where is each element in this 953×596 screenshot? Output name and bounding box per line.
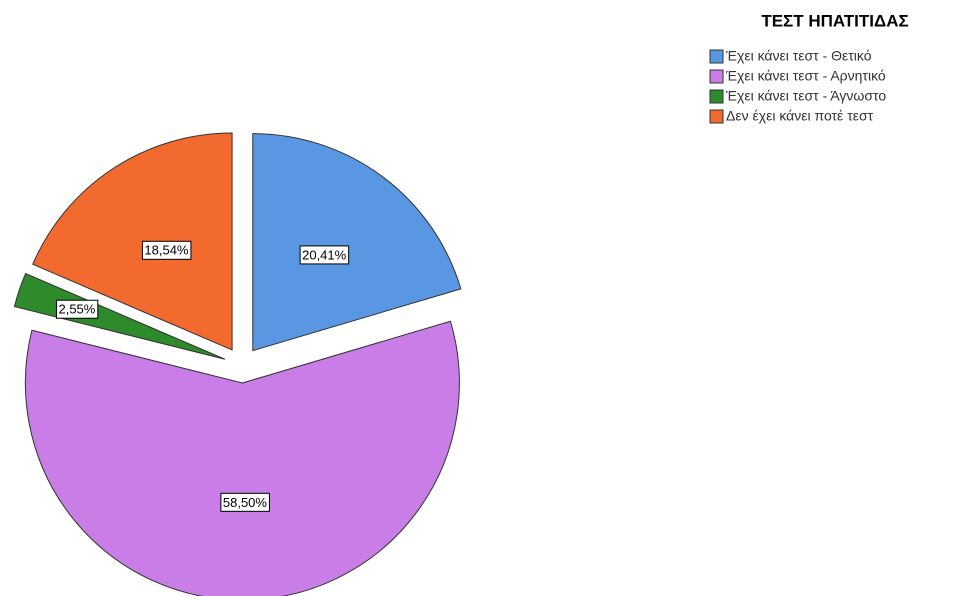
legend-label: Έχει κάνει τεστ - Άγνωστο [725, 88, 886, 104]
data-label-box [55, 299, 99, 319]
legend-label: Έχει κάνει τεστ - Θετικό [725, 48, 872, 64]
pie-slice [24, 320, 460, 596]
data-label: 18,54% [141, 240, 192, 260]
pie-slice [252, 133, 462, 352]
legend-swatch [709, 109, 724, 124]
data-label: 58,50% [220, 492, 270, 512]
legend-label: Δεν έχει κάνει ποτέ τεστ [726, 108, 874, 124]
data-label: 20,41% [299, 245, 350, 265]
legend-swatch [709, 49, 724, 64]
data-label-text: 2,55% [58, 302, 95, 317]
data-label-box [220, 492, 270, 512]
pie-slice [32, 132, 233, 351]
data-label-text: 20,41% [302, 247, 347, 262]
pie-slice [13, 272, 226, 360]
data-label-box [299, 245, 350, 265]
legend-swatch [709, 89, 724, 104]
data-label-box [141, 240, 192, 260]
data-label-text: 18,54% [144, 243, 189, 258]
legend-title: ΤΕΣΤ ΗΠΑΤΙΤΙΔΑΣ [761, 11, 908, 30]
legend-label: Έχει κάνει τεστ - Αρνητικό [725, 68, 886, 84]
legend-swatch [709, 69, 724, 84]
data-label: 2,55% [55, 299, 99, 319]
data-label-text: 58,50% [223, 495, 268, 510]
